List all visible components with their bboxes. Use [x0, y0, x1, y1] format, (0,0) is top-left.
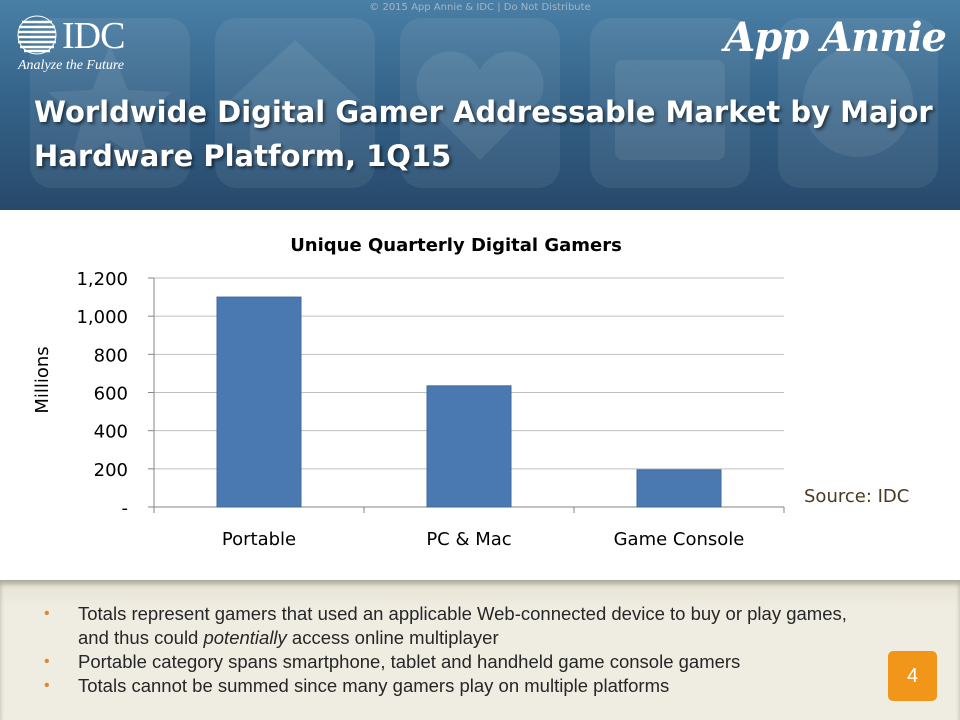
y-tick-label: 200 [94, 460, 128, 481]
y-tick-label: - [122, 498, 129, 519]
bar-game-console [636, 469, 722, 508]
y-tick-label: 600 [94, 384, 128, 405]
x-tick-label: PC & Mac [426, 529, 511, 550]
idc-globe-icon [17, 15, 57, 55]
bullet-list: • Totals represent gamers that used an ap… [44, 602, 864, 698]
globe-tile-icon [778, 18, 938, 188]
y-axis-label: Millions [32, 346, 53, 413]
home-tile-icon [215, 18, 375, 188]
bullet-emphasis: potentially [203, 627, 287, 648]
x-tick-labels: Portable PC & Mac Game Console [222, 529, 744, 550]
y-tick-label: 1,200 [76, 269, 128, 290]
page-number: 4 [888, 651, 937, 701]
calendar-icon [615, 60, 725, 160]
bullet-text: access online multiplayer [286, 627, 499, 648]
bullet-text: Portable category spans smartphone, tabl… [78, 651, 741, 672]
copyright-notice: © 2015 App Annie & IDC | Do Not Distribu… [369, 2, 591, 13]
notes-panel: • Totals represent gamers that used an ap… [0, 580, 960, 720]
idc-tagline: Analyze the Future [18, 58, 125, 73]
bullet-item: • Portable category spans smartphone, tab… [44, 650, 864, 674]
bullet-dot-icon: • [44, 605, 50, 622]
bullet-item: • Totals cannot be summed since many game… [44, 674, 864, 698]
chart-area: Unique Quarterly Digital Gamers Millions… [0, 210, 960, 580]
x-tick-label: Portable [222, 529, 296, 550]
background-app-icons [30, 18, 938, 188]
bar-chart: Unique Quarterly Digital Gamers Millions… [32, 235, 785, 550]
idc-name: IDC [62, 15, 125, 57]
chart-title: Unique Quarterly Digital Gamers [290, 235, 622, 256]
star-icon [48, 45, 172, 165]
bullet-item: • Totals represent gamers that used an ap… [44, 602, 864, 650]
bar-pc-mac [426, 385, 512, 508]
y-tick-label: 800 [94, 345, 128, 366]
y-tick-label: 1,000 [76, 307, 128, 328]
bullet-dot-icon: • [44, 653, 50, 670]
slide-header: © 2015 App Annie & IDC | Do Not Distribu… [0, 0, 960, 210]
slide-title: Worldwide Digital Gamer Addressable Mark… [34, 95, 933, 173]
app-annie-logo: App Annie [724, 14, 947, 61]
bullet-text: Totals cannot be summed since many gamer… [78, 675, 670, 696]
y-tick-label: 400 [94, 422, 128, 443]
source-note: Source: IDC [804, 486, 910, 507]
heart-icon [416, 51, 544, 160]
x-tick-label: Game Console [614, 529, 745, 550]
globe-icon [803, 47, 913, 157]
star-tile-icon [30, 18, 190, 188]
bullet-dot-icon: • [44, 677, 50, 694]
y-tick-labels: - 200 400 600 800 1,000 1,200 [76, 269, 128, 519]
calendar-tile-icon [590, 18, 750, 188]
heart-tile-icon [400, 18, 560, 188]
bar-portable [216, 296, 302, 508]
bullet-text: Totals represent gamers that used an app… [78, 603, 847, 648]
home-icon [230, 40, 360, 165]
bars [216, 296, 722, 508]
idc-logo: IDC Analyze the Future [16, 14, 146, 73]
